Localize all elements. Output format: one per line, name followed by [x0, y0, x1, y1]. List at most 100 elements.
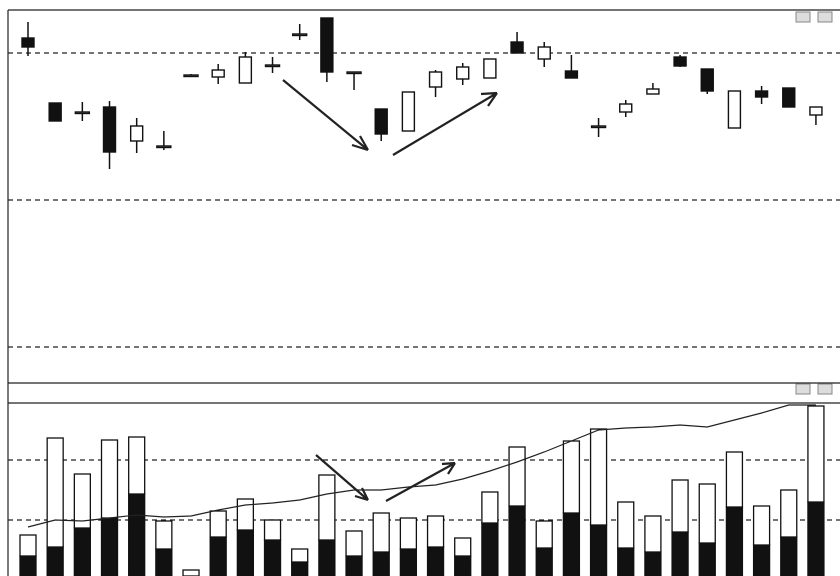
- annotations: [282, 79, 498, 502]
- candle-body: [537, 46, 551, 60]
- volume-bar: [807, 501, 825, 576]
- volume-bar: [725, 451, 744, 508]
- volume-bar: [155, 520, 173, 550]
- volume-bar: [426, 546, 445, 576]
- candle-body: [619, 103, 633, 113]
- candle-body: [673, 56, 687, 67]
- icon[interactable]: [817, 383, 833, 395]
- candle-body: [264, 64, 281, 68]
- candle-body: [727, 90, 742, 129]
- volume-bar: [454, 555, 472, 576]
- candle-body: [754, 90, 769, 98]
- volume-bar: [454, 537, 472, 557]
- candle-body: [74, 111, 91, 115]
- volume-bar: [752, 544, 771, 576]
- candle-body: [809, 106, 823, 116]
- candle-body: [292, 33, 308, 37]
- volume-bar: [399, 517, 418, 550]
- volume-bar: [617, 501, 635, 549]
- candle-body: [428, 71, 443, 88]
- candle-body: [374, 108, 388, 135]
- volume-bar: [19, 555, 37, 576]
- volume-bar: [345, 530, 363, 557]
- volume-bar: [671, 531, 689, 576]
- candle-body: [48, 102, 62, 122]
- volume-average-line: [27, 404, 816, 528]
- volume-bar: [318, 474, 336, 541]
- candle-body: [700, 68, 714, 92]
- candle-body: [401, 91, 416, 132]
- volume-bar: [100, 439, 119, 519]
- volume-bar: [263, 539, 282, 576]
- candle-body: [21, 37, 35, 48]
- volume-bar: [372, 512, 390, 553]
- volume-bar: [46, 546, 64, 576]
- volume-bar: [807, 405, 825, 503]
- volume-bar: [644, 551, 662, 576]
- volume-bar: [508, 505, 526, 576]
- candle-body: [129, 125, 144, 142]
- volume-bar: [780, 489, 798, 538]
- volume-bar: [589, 428, 608, 526]
- volume-bar: [399, 548, 418, 576]
- volume-bar: [481, 491, 499, 524]
- candle-body: [211, 69, 225, 78]
- volume-bar: [128, 436, 146, 495]
- volume-bar: [589, 524, 608, 576]
- volume-bar: [372, 551, 390, 576]
- volume-bar: [291, 548, 309, 563]
- volume-bar: [671, 479, 689, 533]
- candle-body: [156, 145, 172, 149]
- candle-body: [238, 56, 253, 84]
- volume-bar: [508, 446, 526, 507]
- candle-body: [456, 66, 470, 80]
- volume-bar: [46, 437, 64, 548]
- volume-bar: [617, 547, 635, 576]
- volume-bar: [318, 539, 336, 576]
- volume-bar: [698, 542, 716, 576]
- volume-bar: [481, 522, 499, 576]
- volume-bar: [19, 534, 37, 557]
- candle-body: [102, 106, 117, 153]
- volume-bar: [128, 493, 146, 576]
- candle-body: [346, 71, 362, 75]
- scroll-icons[interactable]: [795, 11, 833, 395]
- arrow: [392, 91, 498, 156]
- volume-bar: [426, 515, 445, 548]
- candle-body: [183, 74, 199, 78]
- volume-bar: [209, 536, 227, 576]
- candle-body: [564, 70, 579, 79]
- candle-body: [646, 88, 660, 95]
- candle-body: [320, 17, 334, 73]
- candle-body: [483, 58, 497, 79]
- volume-bar: [780, 536, 798, 576]
- volume-bar: [535, 547, 553, 576]
- volume-bar: [100, 517, 119, 576]
- volume-bar: [644, 515, 662, 553]
- volume-bar: [291, 561, 309, 576]
- volume-bar: [263, 519, 282, 541]
- arrow: [282, 79, 369, 152]
- volume-bar: [725, 506, 744, 576]
- volume-bar: [698, 483, 716, 544]
- candle-body: [590, 125, 607, 129]
- candle-body: [782, 87, 796, 108]
- volume-bar: [209, 510, 227, 538]
- volume-bar: [535, 520, 553, 549]
- candle-body: [510, 41, 524, 54]
- volume-bar: [562, 440, 581, 514]
- plot: [8, 17, 840, 576]
- arrow: [315, 454, 369, 502]
- volume-bar: [562, 512, 581, 576]
- volume-bar: [752, 505, 771, 546]
- arrow: [385, 461, 456, 502]
- icon[interactable]: [795, 11, 811, 23]
- volume-bar: [182, 569, 200, 576]
- icon[interactable]: [817, 11, 833, 23]
- volume-bar: [73, 527, 91, 576]
- icon[interactable]: [795, 383, 811, 395]
- volume-bar: [73, 473, 91, 529]
- volume-bar: [155, 548, 173, 576]
